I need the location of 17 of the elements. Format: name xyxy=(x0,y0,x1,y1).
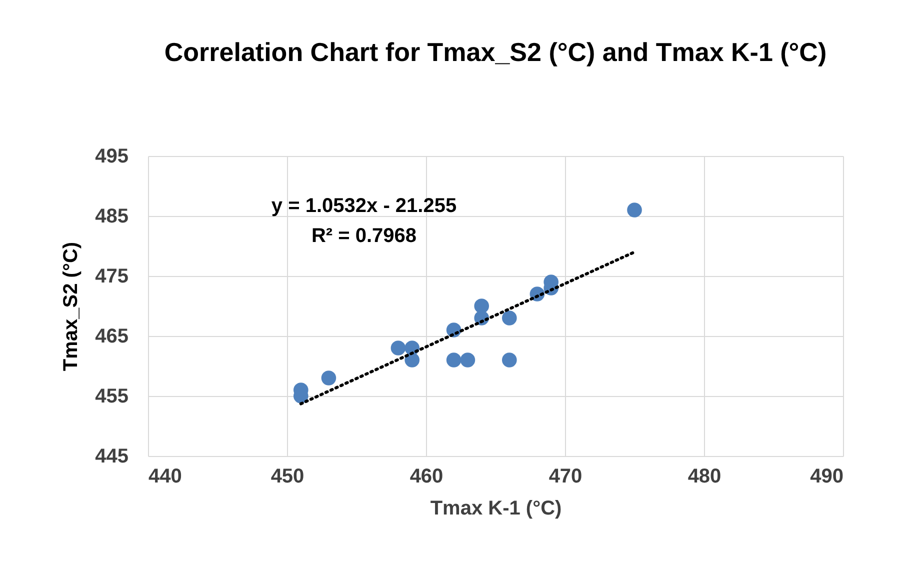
x-tick-label: 460 xyxy=(410,466,444,488)
x-tick-label: 480 xyxy=(688,466,722,488)
y-tick-label: 485 xyxy=(95,206,128,228)
annotation: y = 1.0532x - 21.255 xyxy=(271,195,457,217)
y-tick-label: 445 xyxy=(95,446,128,468)
y-axis-title: Tmax_S2 (°C) xyxy=(60,242,82,372)
chart-title: Correlation Chart for Tmax_S2 (°C) and Tmax K-1 (°C) xyxy=(164,37,827,67)
y-tick-label: 475 xyxy=(95,266,128,288)
x-tick-label: 490 xyxy=(810,466,844,488)
y-tick-label: 465 xyxy=(95,326,128,348)
y-tick-label: 495 xyxy=(95,146,128,168)
x-tick-label: 450 xyxy=(270,466,304,488)
x-tick-label: 440 xyxy=(148,466,182,488)
annotation: R² = 0.7968 xyxy=(311,225,417,247)
y-tick-label: 455 xyxy=(95,386,128,408)
x-tick-label: 470 xyxy=(548,466,582,488)
x-axis-title: Tmax K-1 (°C) xyxy=(430,498,562,520)
